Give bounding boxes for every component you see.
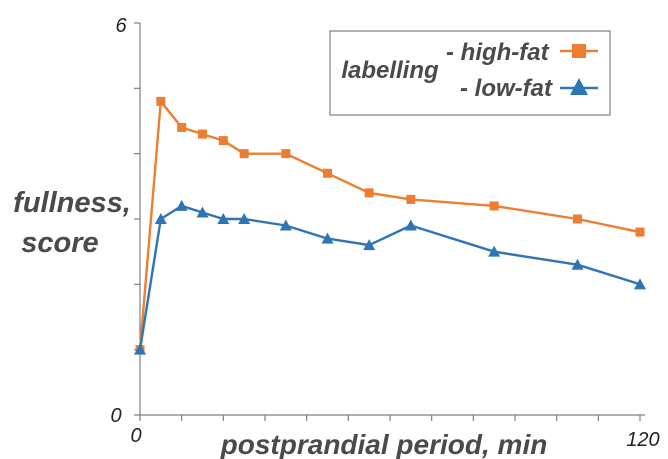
y-axis-ticks [134, 22, 140, 416]
data-point-low-fat-85 [488, 245, 501, 257]
legend-swatch-marker-low-fat [570, 78, 588, 95]
data-point-high-fat-20 [218, 136, 228, 146]
data-point-low-fat-105 [571, 258, 584, 270]
legend-entry-low-fat: - low-fat [460, 75, 553, 102]
x-tick-label-0: 0 [130, 425, 141, 447]
x-axis-label: postprandial period, min [220, 429, 548, 459]
data-point-low-fat-120 [634, 278, 646, 290]
data-point-high-fat-65 [406, 194, 416, 204]
legend: labelling - high-fat - low-fat [329, 30, 611, 116]
legend-swatch-marker-high-fat [572, 44, 586, 58]
data-point-low-fat-45 [321, 232, 334, 244]
data-point-high-fat-85 [489, 201, 499, 211]
series-low-fat [134, 199, 646, 355]
y-axis-label-line-2: score [21, 227, 98, 259]
data-point-high-fat-35 [281, 149, 291, 159]
y-tick-label-6: 6 [115, 15, 127, 37]
data-point-low-fat-5 [154, 213, 167, 224]
legend-box [329, 30, 611, 116]
data-point-high-fat-120 [635, 227, 645, 237]
x-tick-label-120: 120 [626, 429, 659, 451]
legend-entry-high-fat: - high-fat [446, 39, 550, 66]
data-point-low-fat-0 [134, 343, 146, 355]
y-axis-label-line-1: fullness, [13, 187, 131, 219]
x-axis-ticks [139, 415, 641, 421]
series-line-low-fat [138, 204, 641, 350]
data-point-low-fat-20 [217, 213, 230, 224]
data-point-low-fat-35 [279, 219, 292, 231]
data-point-high-fat-15 [198, 129, 207, 139]
y-tick-label-0: 0 [110, 405, 121, 427]
series-line-high-fat [138, 100, 641, 350]
data-point-high-fat-105 [573, 214, 582, 224]
data-point-low-fat-10 [175, 199, 188, 211]
legend-swatches [560, 44, 598, 95]
data-point-high-fat-25 [239, 149, 249, 159]
data-point-high-fat-10 [177, 123, 187, 133]
data-point-low-fat-55 [363, 239, 376, 251]
data-point-high-fat-5 [156, 96, 166, 106]
series-high-fat [135, 96, 645, 355]
data-point-high-fat-55 [364, 188, 374, 198]
legend-title: labelling [341, 57, 439, 84]
data-point-low-fat-65 [404, 219, 417, 231]
data-point-high-fat-45 [323, 168, 332, 178]
data-point-low-fat-15 [196, 206, 209, 218]
series-layer [134, 96, 646, 355]
data-point-low-fat-25 [238, 213, 251, 224]
